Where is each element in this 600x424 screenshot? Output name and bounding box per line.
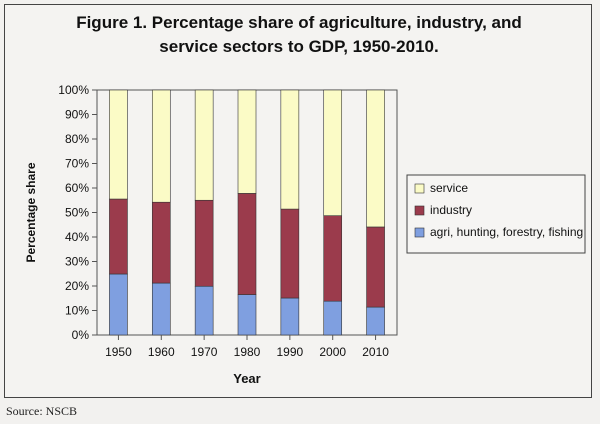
y-tick-label: 50% xyxy=(65,206,89,220)
bar-segment xyxy=(366,89,385,228)
legend-swatch xyxy=(414,227,425,238)
chart-frame: Figure 1. Percentage share of agricultur… xyxy=(4,4,592,398)
bar-segment xyxy=(151,282,171,336)
source-note: Source: NSCB xyxy=(6,404,78,418)
stacked-bar-chart: 0% 10% 20% 30% 40% 50% 60% 70% 80% 90% 100% 1950 196… xyxy=(24,83,586,386)
y-tick-label: 40% xyxy=(65,230,89,244)
y-tick-label: 100% xyxy=(58,83,89,97)
y-tick-label: 80% xyxy=(65,132,89,146)
x-tick-label: 2010 xyxy=(362,345,389,359)
bar-segment xyxy=(194,199,214,287)
bar-segment xyxy=(237,193,257,295)
x-tick-label: 1990 xyxy=(277,345,304,359)
bar-segment xyxy=(237,89,257,194)
legend-label: agri, hunting, forestry, fishing xyxy=(430,225,583,239)
bar-segment xyxy=(237,294,257,336)
bar-segment xyxy=(109,198,128,275)
chart-title: Figure 1. Percentage share of agricultur… xyxy=(76,13,522,56)
y-tick-label: 30% xyxy=(65,255,89,269)
y-tick-label: 10% xyxy=(65,304,89,318)
bar-segment xyxy=(323,215,343,302)
y-tick-label: 70% xyxy=(65,157,89,171)
bar-segment xyxy=(109,273,128,336)
x-tick-label: 1970 xyxy=(191,345,218,359)
legend-swatch xyxy=(414,183,425,194)
bar-segment xyxy=(151,201,171,284)
x-tick-label: 1980 xyxy=(234,345,261,359)
bar-segment xyxy=(280,208,300,299)
y-tick-label: 90% xyxy=(65,108,89,122)
bar-segment xyxy=(109,89,128,200)
bar-segment xyxy=(366,306,385,336)
bar-segment xyxy=(323,89,343,216)
x-tick-label: 1960 xyxy=(148,345,175,359)
bar-segment xyxy=(366,226,385,308)
y-tick-label: 60% xyxy=(65,181,89,195)
legend-box xyxy=(406,174,586,254)
y-tick-label: 0% xyxy=(72,328,90,342)
bar-segment xyxy=(194,285,214,336)
bar-segment xyxy=(280,89,300,210)
x-tick-label: 1950 xyxy=(105,345,132,359)
x-tick-label: 2000 xyxy=(319,345,346,359)
y-tick-label: 20% xyxy=(65,279,89,293)
x-axis-title: Year xyxy=(233,371,260,386)
legend-swatch xyxy=(414,205,425,216)
legend-label: service xyxy=(430,181,468,195)
bar-segment xyxy=(151,89,171,203)
bar-segment xyxy=(194,89,214,201)
bar-segment xyxy=(280,297,300,336)
legend-label: industry xyxy=(430,203,472,217)
y-axis-title: Percentage share xyxy=(24,162,38,262)
bar-segment xyxy=(323,300,343,336)
